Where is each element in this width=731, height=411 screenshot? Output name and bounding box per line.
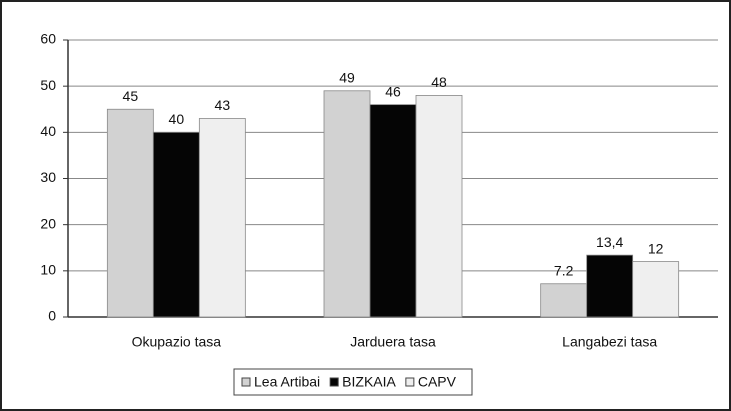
legend-box xyxy=(233,368,473,396)
data-label: 45 xyxy=(123,88,139,104)
bar xyxy=(540,283,588,318)
bar xyxy=(586,254,634,318)
y-tick-label: 30 xyxy=(40,169,56,185)
legend-label: BIZKAIA xyxy=(342,374,396,390)
x-tick-label: Langabezi tasa xyxy=(562,334,657,350)
x-tick-label: Jarduera tasa xyxy=(350,334,436,350)
data-label: 13,4 xyxy=(596,234,623,250)
bar xyxy=(369,104,417,318)
bar xyxy=(323,90,371,318)
data-label: 40 xyxy=(169,111,185,127)
y-tick-label: 20 xyxy=(40,215,56,231)
bar xyxy=(152,131,200,318)
legend-label: Lea Artibai xyxy=(254,374,320,390)
bar xyxy=(198,118,246,318)
legend-swatch xyxy=(241,377,251,387)
y-tick-label: 10 xyxy=(40,262,56,278)
y-tick-label: 0 xyxy=(48,308,56,324)
y-tick-label: 60 xyxy=(40,31,56,47)
y-tick-label: 50 xyxy=(40,77,56,93)
bar xyxy=(415,95,463,318)
data-label: 46 xyxy=(385,83,401,99)
bar xyxy=(106,108,154,318)
data-label: 48 xyxy=(431,74,447,90)
legend-swatch xyxy=(329,377,339,387)
x-tick-label: Okupazio tasa xyxy=(132,334,222,350)
data-label: 49 xyxy=(339,69,355,85)
bar xyxy=(632,261,680,318)
data-label: 43 xyxy=(215,97,231,113)
data-label: 7.2 xyxy=(554,262,574,278)
legend-label: CAPV xyxy=(418,374,457,390)
data-label: 12 xyxy=(648,240,664,256)
y-tick-label: 40 xyxy=(40,123,56,139)
legend-swatch xyxy=(405,377,415,387)
